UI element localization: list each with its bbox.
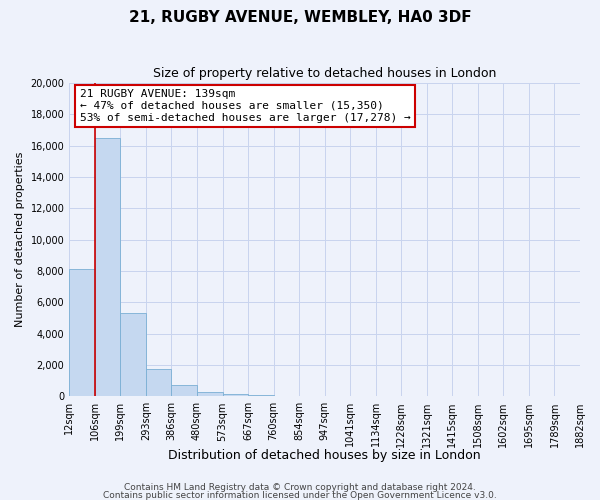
Bar [223, 394, 248, 396]
Title: Size of property relative to detached houses in London: Size of property relative to detached ho… [153, 68, 496, 80]
Text: 21 RUGBY AVENUE: 139sqm
← 47% of detached houses are smaller (15,350)
53% of sem: 21 RUGBY AVENUE: 139sqm ← 47% of detache… [80, 90, 410, 122]
Text: Contains HM Land Registry data © Crown copyright and database right 2024.: Contains HM Land Registry data © Crown c… [124, 484, 476, 492]
Text: 21, RUGBY AVENUE, WEMBLEY, HA0 3DF: 21, RUGBY AVENUE, WEMBLEY, HA0 3DF [128, 10, 472, 25]
Bar [197, 392, 223, 396]
Bar [121, 314, 146, 396]
Bar [248, 395, 274, 396]
Bar [69, 270, 95, 396]
Bar [95, 138, 121, 396]
X-axis label: Distribution of detached houses by size in London: Distribution of detached houses by size … [169, 450, 481, 462]
Bar [146, 369, 172, 396]
Text: Contains public sector information licensed under the Open Government Licence v3: Contains public sector information licen… [103, 490, 497, 500]
Y-axis label: Number of detached properties: Number of detached properties [15, 152, 25, 328]
Bar [172, 386, 197, 396]
